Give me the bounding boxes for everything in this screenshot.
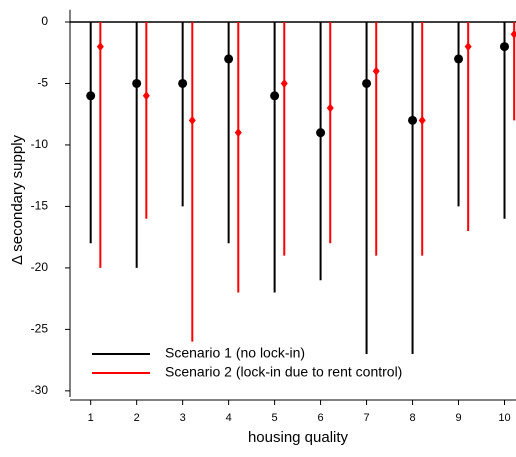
y-tick-label: -25 xyxy=(31,322,49,336)
point xyxy=(270,91,280,101)
x-axis-label: housing quality xyxy=(248,429,349,446)
point xyxy=(142,91,150,101)
y-tick-label: -15 xyxy=(31,199,49,213)
point xyxy=(326,103,334,113)
point xyxy=(418,115,426,125)
x-tick-label: 3 xyxy=(180,412,186,424)
point xyxy=(234,128,242,138)
point xyxy=(316,128,326,138)
x-tick-label: 5 xyxy=(272,412,278,424)
y-tick-label: 0 xyxy=(41,14,48,28)
legend-label: Scenario 1 (no lock-in) xyxy=(165,345,305,361)
point xyxy=(372,66,380,76)
point xyxy=(454,54,464,64)
point xyxy=(86,91,96,101)
x-tick-label: 4 xyxy=(226,412,232,424)
point xyxy=(510,29,516,39)
point xyxy=(362,78,372,88)
point xyxy=(178,78,188,88)
y-axis-label: Δ secondary supply xyxy=(9,134,26,265)
y-tick-label: -10 xyxy=(31,137,49,151)
x-tick-label: 2 xyxy=(134,412,140,424)
x-tick-label: 8 xyxy=(409,412,415,424)
x-tick-label: 7 xyxy=(364,412,370,424)
y-tick-label: -30 xyxy=(31,383,49,397)
x-tick-label: 6 xyxy=(318,412,324,424)
point xyxy=(280,78,288,88)
point xyxy=(96,42,104,52)
point xyxy=(464,42,472,52)
x-tick-label: 1 xyxy=(88,412,94,424)
point xyxy=(224,54,234,64)
legend-label: Scenario 2 (lock-in due to rent control) xyxy=(165,364,402,380)
y-tick-label: -20 xyxy=(31,260,49,274)
point xyxy=(500,42,510,52)
point xyxy=(132,78,142,88)
x-tick-label: 10 xyxy=(498,412,510,424)
point xyxy=(408,115,418,125)
y-tick-label: -5 xyxy=(37,76,48,90)
point xyxy=(188,115,196,125)
x-tick-label: 9 xyxy=(455,412,461,424)
